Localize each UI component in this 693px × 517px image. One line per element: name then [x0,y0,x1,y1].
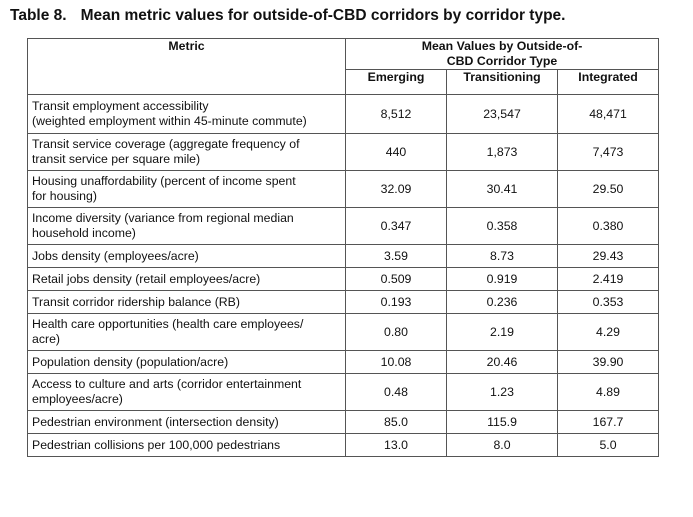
metric-name-cell: Transit service coverage (aggregate freq… [27,133,346,171]
value-cell: 1,873 [446,133,558,171]
metric-name-cell: Pedestrian environment (intersection den… [27,410,346,434]
table-row: Health care opportunities (health care e… [27,313,660,351]
table-body: Transit employment accessibility (weighte… [27,94,660,457]
value-cell: 3.59 [345,244,447,268]
metric-name-cell: Health care opportunities (health care e… [27,313,346,351]
value-cell: 48,471 [556,94,660,134]
column-header-transitioning: Transitioning [446,69,558,95]
metric-name-line: Pedestrian environment (intersection den… [32,414,279,429]
value-cell: 20.46 [446,350,558,374]
value-cell: 0.80 [345,313,447,351]
value-cell: 4.89 [556,373,660,411]
table-row: Population density (population/acre) 10.0… [27,350,660,374]
value-cell: 0.919 [446,267,558,291]
metrics-table: Metric Mean Values by Outside-of- CBD Co… [27,38,660,457]
value-cell: 2.419 [556,267,660,291]
table-row: Pedestrian collisions per 100,000 pedest… [27,433,660,457]
group-header-line: CBD Corridor Type [446,54,558,68]
value-cell: 0.353 [556,290,660,314]
value-cell: 0.358 [446,207,558,245]
value-cell: 0.193 [345,290,447,314]
value-cell: 7,473 [556,133,660,171]
value-cell: 8.0 [446,433,558,457]
metric-name-line: Transit service coverage (aggregate freq… [32,137,300,151]
table-row: Access to culture and arts (corridor ent… [27,373,660,411]
metric-name-line: Retail jobs density (retail employees/ac… [32,271,261,286]
value-cell: 39.90 [556,350,660,374]
table-row: Jobs density (employees/acre) 3.59 8.73 29.… [27,244,660,268]
value-cell: 0.380 [556,207,660,245]
metric-name-line: employees/acre) [32,392,123,406]
value-cell: 32.09 [345,170,447,208]
metric-name-cell: Access to culture and arts (corridor ent… [27,373,346,411]
metric-name-cell: Transit employment accessibility (weighte… [27,94,346,134]
metric-name-line: Health care opportunities (health care e… [32,317,304,331]
metric-name-line: transit service per square mile) [32,152,201,166]
table-caption: Table 8. Mean metric values for outside-o… [10,7,565,25]
metric-name-line: Access to culture and arts (corridor ent… [32,377,302,391]
value-cell: 4.29 [556,313,660,351]
metric-name-line: Pedestrian collisions per 100,000 pedest… [32,437,281,452]
metric-name-cell: Jobs density (employees/acre) [27,244,346,268]
value-cell: 29.50 [556,170,660,208]
value-cell: 23,547 [446,94,558,134]
value-cell: 85.0 [345,410,447,434]
metric-name-cell: Pedestrian collisions per 100,000 pedest… [27,433,346,457]
column-header-integrated: Integrated [556,69,660,95]
table-number: Table 8. [10,7,67,24]
metric-name-cell: Housing unaffordability (percent of inco… [27,170,346,208]
metric-name-cell: Retail jobs density (retail employees/ac… [27,267,346,291]
table-row: Housing unaffordability (percent of inco… [27,170,660,208]
value-cell: 1.23 [446,373,558,411]
value-cell: 8,512 [345,94,447,134]
metric-name-line: Housing unaffordability (percent of inco… [32,174,296,188]
value-cell: 167.7 [556,410,660,434]
value-cell: 29.43 [556,244,660,268]
metric-name-line: Population density (population/acre) [32,354,229,369]
table-row: Income diversity (variance from regional… [27,207,660,245]
metric-name-line: acre) [32,332,61,346]
metric-name-line: household income) [32,226,136,240]
metric-column-header: Metric [27,38,346,95]
value-cell: 115.9 [446,410,558,434]
table-row: Transit employment accessibility (weighte… [27,94,660,134]
value-cell: 0.509 [345,267,447,291]
metric-name-line: Transit employment accessibility [32,99,209,113]
metric-name-cell: Population density (population/acre) [27,350,346,374]
table-row: Transit service coverage (aggregate freq… [27,133,660,171]
metric-name-cell: Income diversity (variance from regional… [27,207,346,245]
value-cell: 0.236 [446,290,558,314]
value-cell: 2.19 [446,313,558,351]
mean-values-group-header: Mean Values by Outside-of- CBD Corridor … [344,38,660,70]
value-cell: 0.48 [345,373,447,411]
value-cell: 5.0 [556,433,660,457]
value-cell: 8.73 [446,244,558,268]
metric-name-cell: Transit corridor ridership balance (RB) [27,290,346,314]
metric-name-line: (weighted employment within 45-minute co… [32,114,307,128]
value-cell: 440 [345,133,447,171]
column-header-emerging: Emerging [345,69,447,95]
value-cell: 13.0 [345,433,447,457]
table-row: Transit corridor ridership balance (RB) 0… [27,290,660,314]
value-cell: 10.08 [345,350,447,374]
table-title: Mean metric values for outside-of-CBD co… [80,7,566,24]
value-cell: 30.41 [446,170,558,208]
metric-name-line: Income diversity (variance from regional… [32,211,294,225]
metric-name-line: Transit corridor ridership balance (RB) [32,294,240,309]
table-row: Pedestrian environment (intersection den… [27,410,660,434]
metric-name-line: Jobs density (employees/acre) [32,248,199,263]
group-header-line: Mean Values by Outside-of- [421,39,583,53]
table-row: Retail jobs density (retail employees/ac… [27,267,660,291]
metric-name-line: for housing) [32,189,97,203]
value-cell: 0.347 [345,207,447,245]
